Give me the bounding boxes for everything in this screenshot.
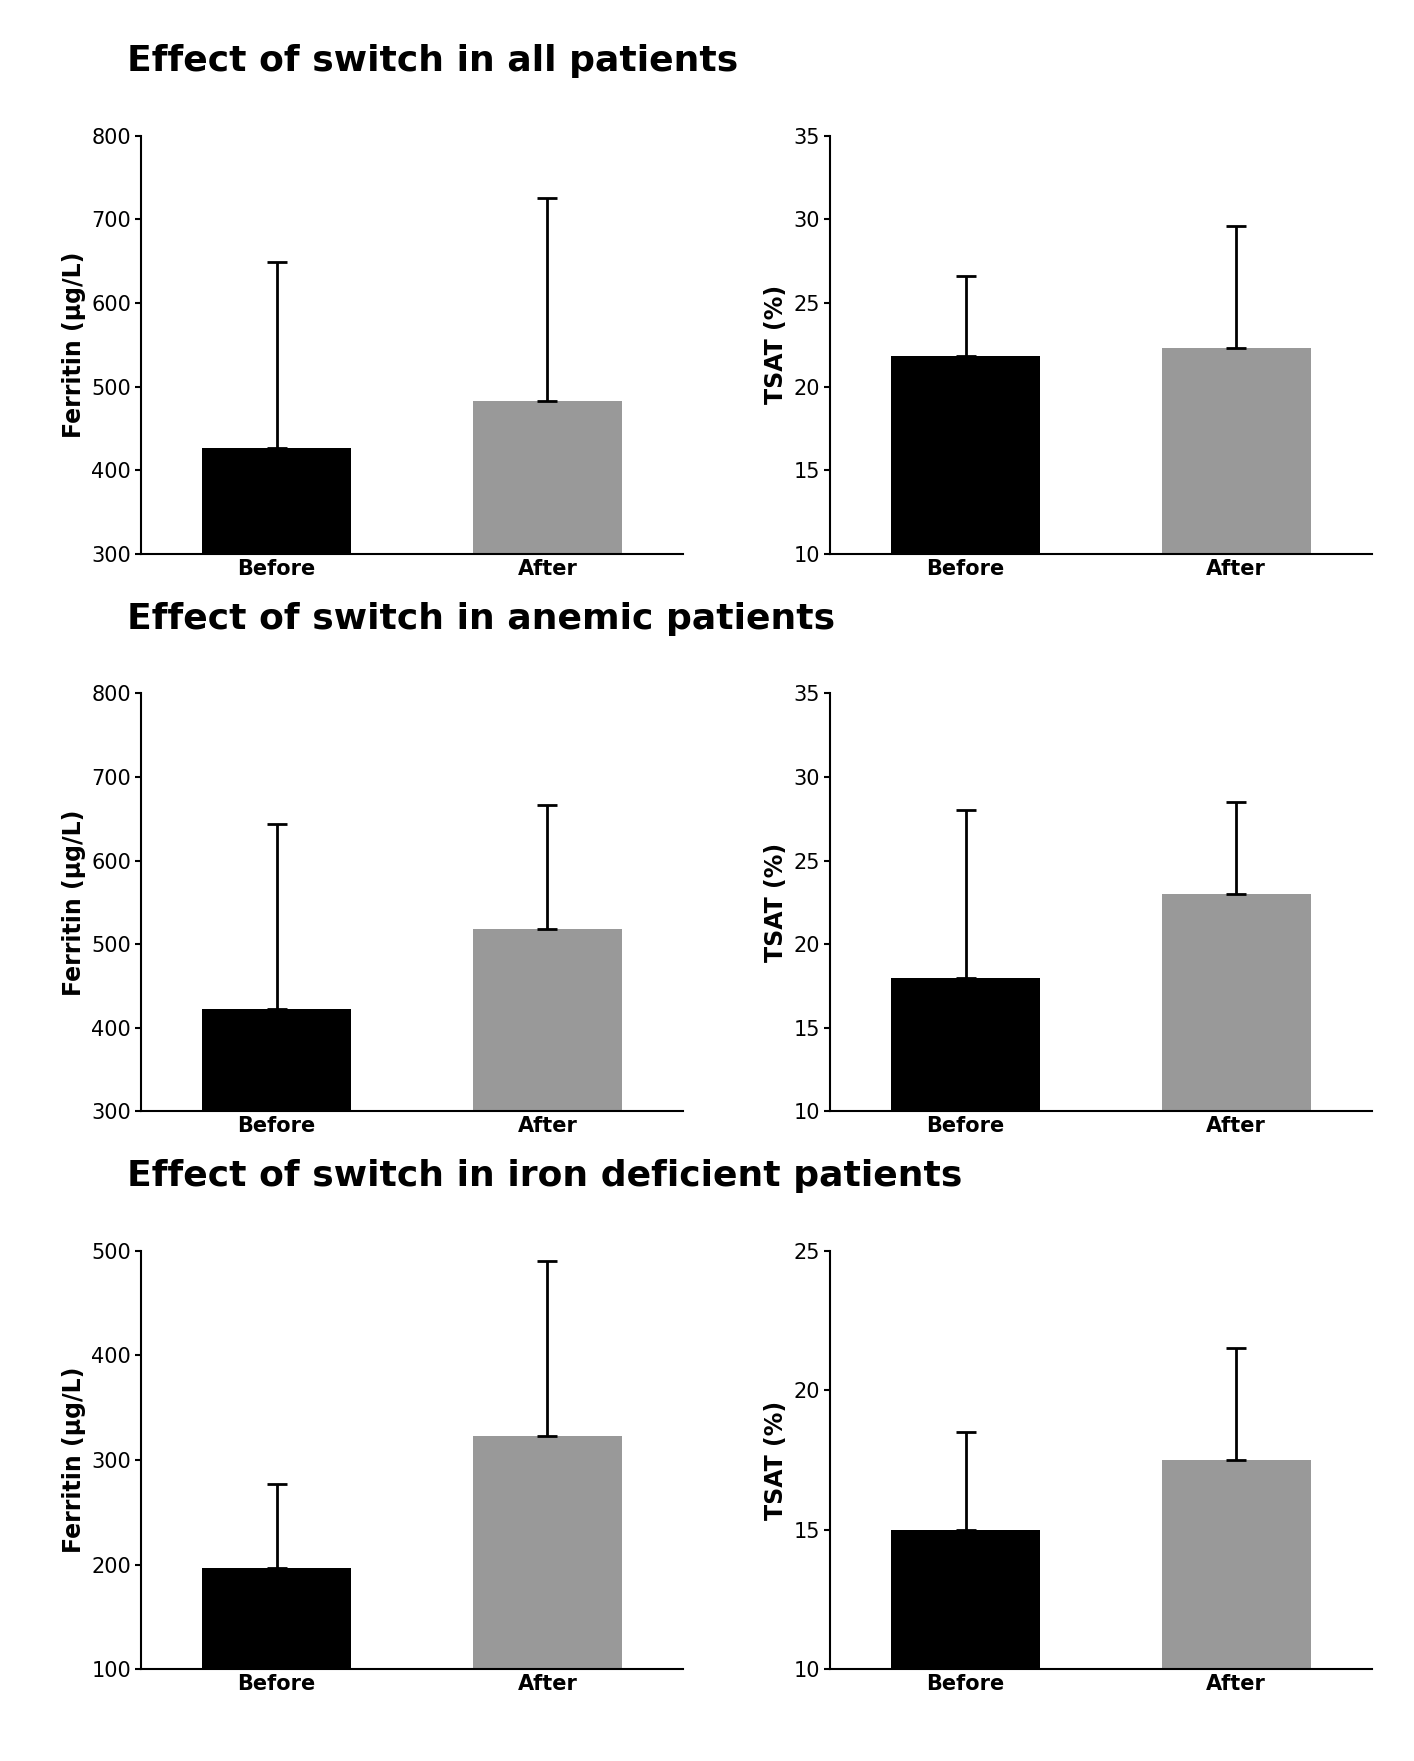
Bar [202,1009,351,1111]
Bar [1162,349,1311,553]
Text: Effect of switch in all patients: Effect of switch in all patients [127,44,738,77]
Bar [1162,1460,1311,1669]
Bar [891,356,1041,553]
Text: Effect of switch in anemic patients: Effect of switch in anemic patients [127,602,836,636]
Bar [202,447,351,553]
Y-axis label: Ferritin (µg/L): Ferritin (µg/L) [62,252,86,438]
Text: Effect of switch in iron deficient patients: Effect of switch in iron deficient patie… [127,1159,963,1194]
Bar [472,930,622,1111]
Bar [202,1567,351,1669]
Bar [1162,895,1311,1111]
Bar [472,1435,622,1669]
Y-axis label: TSAT (%): TSAT (%) [764,844,788,962]
Y-axis label: TSAT (%): TSAT (%) [764,1400,788,1520]
Y-axis label: Ferritin (µg/L): Ferritin (µg/L) [62,808,86,995]
Y-axis label: TSAT (%): TSAT (%) [764,285,788,405]
Y-axis label: Ferritin (µg/L): Ferritin (µg/L) [62,1367,86,1553]
Bar [472,402,622,553]
Bar [891,977,1041,1111]
Bar [891,1530,1041,1669]
